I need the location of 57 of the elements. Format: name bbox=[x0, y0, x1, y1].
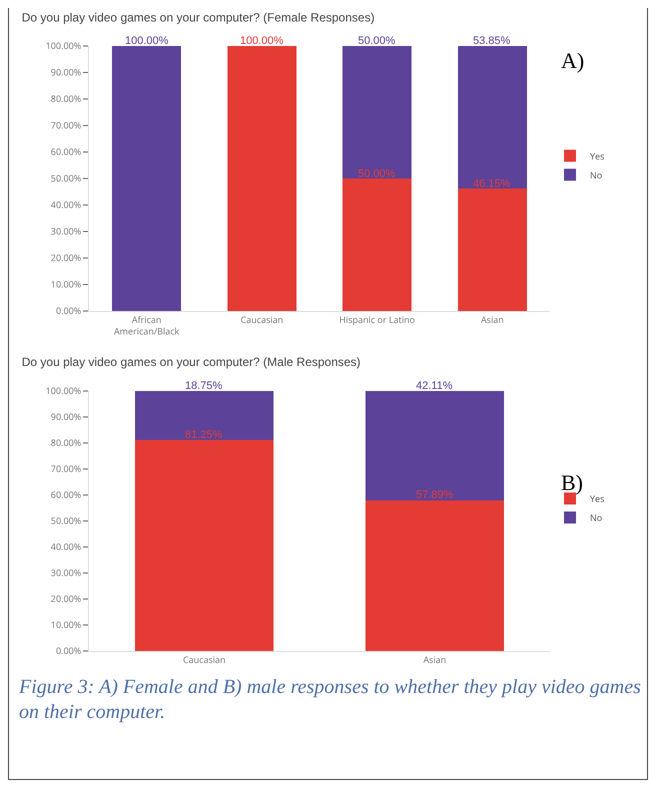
y-tick-label: 50.00% bbox=[50, 172, 82, 185]
legend-label: No bbox=[590, 511, 602, 524]
y-tick-label: 50.00% bbox=[50, 514, 82, 528]
data-label: 100.00% bbox=[125, 35, 169, 47]
data-label: 81.25% bbox=[185, 429, 223, 441]
y-tick-label: 60.00% bbox=[50, 488, 82, 502]
bar bbox=[458, 46, 527, 189]
chart-title: Do you play video games on your computer? (Male Responses) bbox=[22, 355, 361, 370]
y-tick-label: 20.00% bbox=[50, 592, 82, 606]
x-tick-label: Hispanic or Latino bbox=[339, 312, 415, 326]
data-label: 18.75% bbox=[185, 380, 223, 392]
x-tick-label: African American/Black bbox=[114, 312, 180, 338]
y-tick-label: 80.00% bbox=[50, 92, 82, 106]
bar bbox=[135, 391, 274, 440]
bar bbox=[227, 46, 296, 311]
data-label: 53.85% bbox=[473, 35, 511, 47]
bar bbox=[458, 188, 527, 311]
y-tick-label: 40.00% bbox=[50, 198, 82, 212]
data-label: 50.00% bbox=[358, 168, 396, 180]
y-tick-label: 30.00% bbox=[50, 566, 82, 580]
chart-title: Do you play video games on your computer? (Female Responses) bbox=[22, 10, 375, 25]
legend-label: Yes bbox=[590, 492, 604, 506]
legend-label: No bbox=[590, 168, 602, 182]
data-label: 42.11% bbox=[416, 380, 453, 392]
legend-label: Yes bbox=[590, 149, 604, 162]
y-tick-label: 0.00% bbox=[56, 644, 82, 658]
text: B) bbox=[561, 470, 583, 495]
x-tick-label: Caucasian bbox=[182, 652, 226, 666]
y-tick-label: 90.00% bbox=[50, 410, 82, 424]
y-tick-label: 30.00% bbox=[50, 224, 82, 238]
y-tick-label: 100.00% bbox=[46, 384, 82, 398]
x-tick-label: Asian bbox=[423, 652, 446, 666]
y-tick-label: 0.00% bbox=[56, 304, 82, 318]
bar bbox=[342, 46, 412, 178]
bar bbox=[366, 500, 504, 651]
data-label: 50.00% bbox=[358, 35, 396, 47]
y-tick-label: 70.00% bbox=[50, 118, 82, 132]
x-tick-label: Asian bbox=[480, 312, 504, 326]
data-label: 57.89% bbox=[416, 489, 454, 501]
bar bbox=[112, 46, 182, 311]
data-label: 100.00% bbox=[240, 35, 284, 47]
bar bbox=[342, 178, 412, 311]
y-tick-label: 100.00% bbox=[46, 39, 82, 52]
y-tick-label: 70.00% bbox=[50, 462, 82, 476]
y-tick-label: 20.00% bbox=[50, 251, 82, 264]
bar bbox=[366, 391, 504, 500]
y-tick-label: 80.00% bbox=[50, 436, 82, 450]
caption: Figure 3: A) Female and B) male responses to whether they play video games on their computer. bbox=[19, 675, 641, 725]
y-tick-label: 60.00% bbox=[50, 145, 82, 158]
data-label: 46.15% bbox=[473, 178, 511, 190]
bar bbox=[135, 440, 274, 651]
y-tick-label: 40.00% bbox=[50, 540, 82, 554]
y-tick-label: 10.00% bbox=[50, 278, 82, 291]
y-tick-label: 10.00% bbox=[50, 618, 82, 632]
x-tick-label: Caucasian bbox=[240, 312, 284, 326]
text: A) bbox=[561, 48, 584, 73]
y-tick-label: 90.00% bbox=[50, 66, 82, 79]
